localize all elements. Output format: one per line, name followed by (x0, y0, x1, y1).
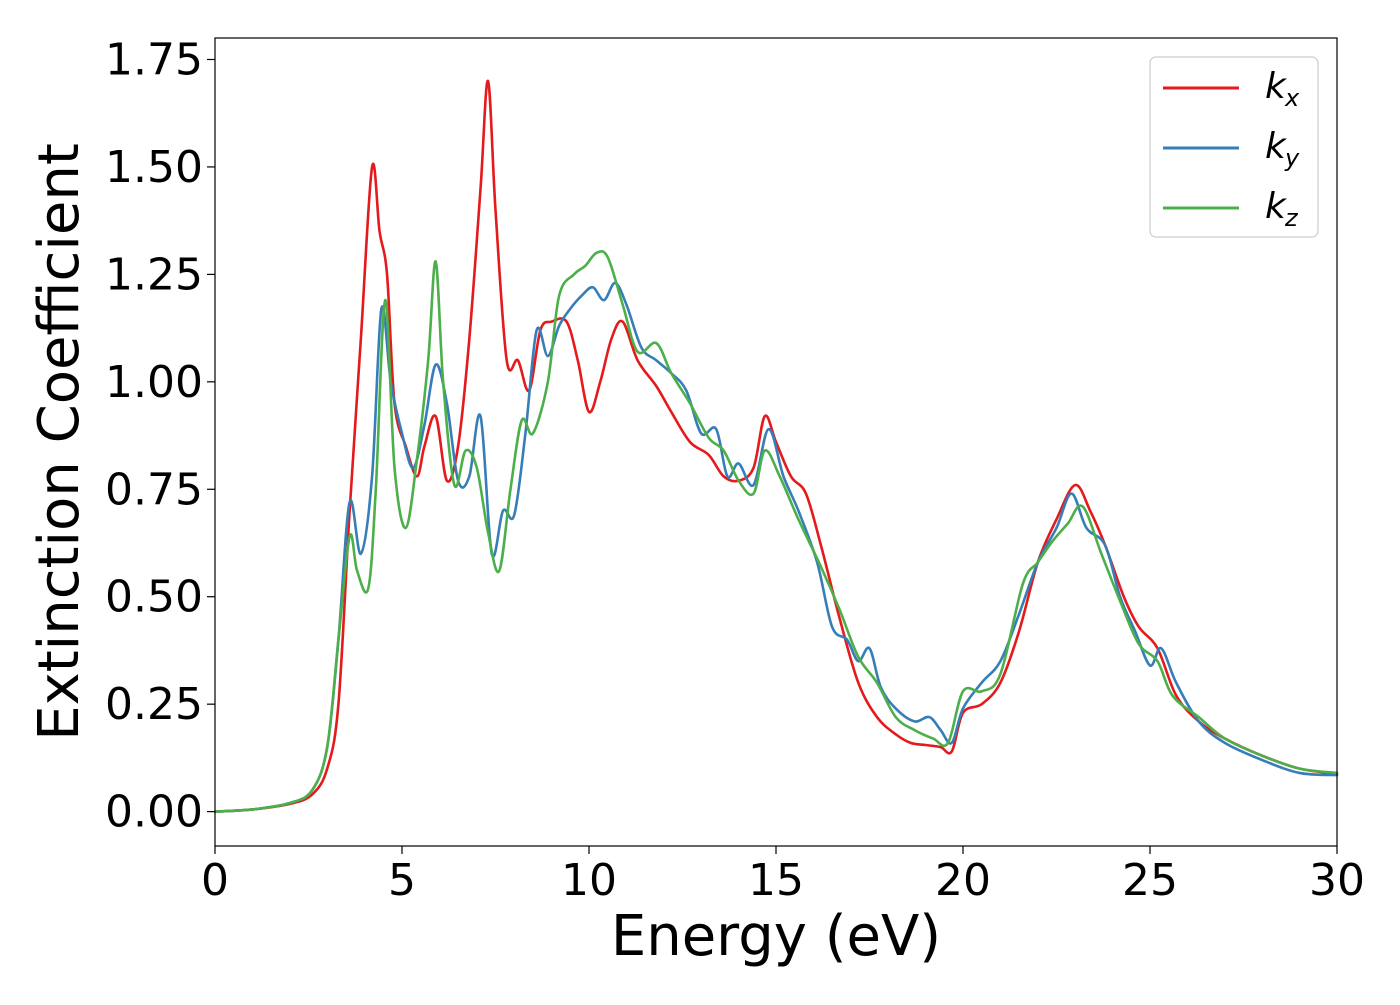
y-tick-label: 0.00 (105, 787, 203, 838)
x-tick-label: 15 (748, 855, 804, 906)
y-tick-label: 1.25 (105, 249, 203, 300)
x-tick-label: 10 (561, 855, 617, 906)
x-tick-label: 0 (201, 855, 229, 906)
series-layer (213, 79, 1339, 813)
series-line-x (213, 79, 1339, 813)
y-axis: 0.00 0.25 0.50 0.75 1.00 1.25 1.50 1.75 (105, 34, 215, 838)
x-tick-label: 5 (388, 855, 416, 906)
legend-label-subscript: y (1284, 144, 1300, 172)
x-tick-label: 30 (1309, 855, 1365, 906)
legend-label-subscript: x (1284, 84, 1300, 112)
legend-label: k (1265, 126, 1288, 167)
y-tick-label: 1.75 (105, 34, 203, 85)
x-tick-label: 20 (935, 855, 991, 906)
x-tick-label: 25 (1122, 855, 1178, 906)
y-tick-label: 1.00 (105, 357, 203, 408)
legend-label-subscript: z (1284, 204, 1299, 232)
legend: k xk yk z (1149, 56, 1319, 238)
x-axis: 0 5 10 15 20 25 30 (201, 846, 1365, 906)
series-line-z (213, 249, 1339, 813)
y-tick-label: 1.50 (105, 142, 203, 193)
y-axis-title: Extinction Coefficient (27, 143, 92, 741)
legend-label: k (1265, 186, 1288, 227)
y-tick-label: 0.25 (105, 679, 203, 730)
y-tick-label: 0.75 (105, 464, 203, 515)
y-tick-label: 0.50 (105, 572, 203, 623)
series-line-y (213, 281, 1339, 813)
legend-label: k (1265, 66, 1288, 107)
x-axis-title: Energy (eV) (611, 904, 941, 969)
